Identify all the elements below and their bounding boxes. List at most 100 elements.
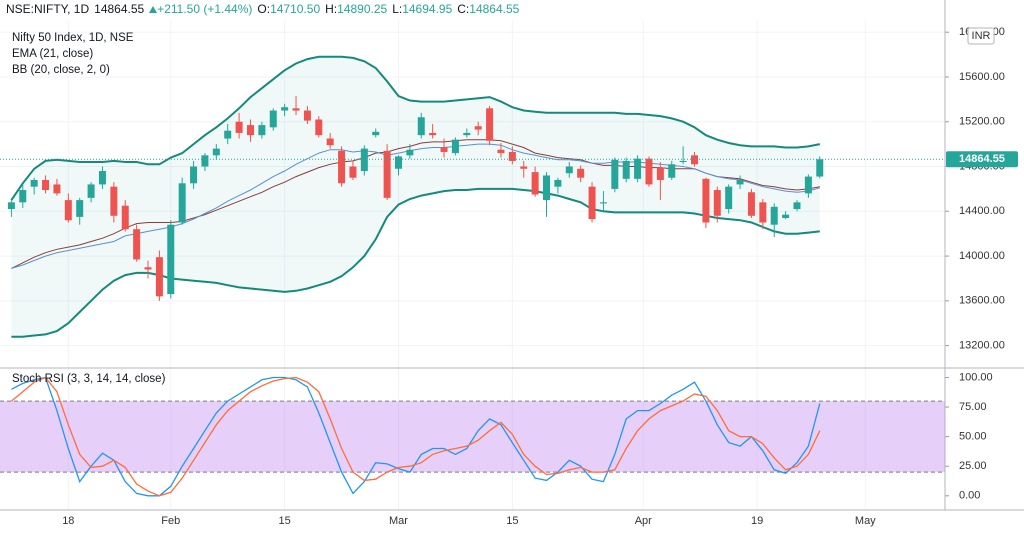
currency-label: INR bbox=[972, 30, 991, 42]
candle-body bbox=[417, 117, 425, 136]
candle-body bbox=[224, 130, 232, 139]
up-arrow bbox=[149, 6, 158, 13]
candle-body bbox=[508, 151, 516, 161]
x-tick-label: Feb bbox=[161, 515, 180, 527]
candle-body bbox=[713, 190, 721, 216]
candle-body bbox=[235, 121, 243, 133]
ohlc-value: 14864.55 bbox=[469, 2, 520, 16]
candle-body bbox=[531, 172, 539, 195]
candle-body bbox=[19, 190, 27, 203]
candle-body bbox=[87, 184, 95, 198]
candle-body bbox=[372, 131, 380, 136]
ohlc-key: O: bbox=[257, 2, 271, 16]
candle-body bbox=[770, 206, 778, 225]
candle-body bbox=[463, 132, 471, 136]
x-tick-label: Apr bbox=[635, 515, 652, 527]
candle-body bbox=[338, 150, 346, 184]
symbol: NSE:NIFTY, 1D bbox=[6, 2, 90, 16]
candle-body bbox=[656, 167, 664, 180]
candle-body bbox=[383, 150, 391, 198]
candle-body bbox=[429, 132, 437, 136]
candle-body bbox=[190, 166, 198, 184]
candle-body bbox=[554, 179, 562, 187]
candle-body bbox=[497, 149, 505, 154]
header: NSE:NIFTY, 1D 14864.55 +211.50 (+1.44%) … bbox=[6, 2, 524, 16]
candle-body bbox=[292, 108, 300, 111]
currency-badge bbox=[967, 27, 995, 45]
candle-body bbox=[793, 202, 801, 210]
candle-body bbox=[98, 170, 106, 185]
band-fill bbox=[0, 401, 945, 473]
candle-body bbox=[691, 155, 699, 165]
y-tick-label: 13600.00 bbox=[959, 295, 1005, 307]
candle-body bbox=[360, 148, 368, 171]
candle-body bbox=[474, 126, 482, 130]
series-line bbox=[11, 376, 821, 497]
candle-body bbox=[326, 138, 334, 146]
candle-body bbox=[30, 179, 38, 187]
candle-body bbox=[303, 110, 311, 121]
candle-body bbox=[76, 200, 84, 217]
candle-body bbox=[668, 164, 676, 178]
y-tick-label: 25.00 bbox=[959, 460, 987, 472]
candle-body bbox=[349, 166, 357, 178]
candle-body bbox=[133, 229, 141, 260]
change: +211.50 (+1.44%) bbox=[149, 2, 252, 16]
x-tick-label: 15 bbox=[506, 515, 518, 527]
candle-body bbox=[178, 183, 186, 223]
candle-body bbox=[486, 108, 494, 141]
y-tick-label: 14400.00 bbox=[959, 205, 1005, 217]
legend-bb: BB (20, close, 2, 0) bbox=[12, 64, 110, 76]
series-line bbox=[10, 376, 821, 497]
y-tick-label: 75.00 bbox=[959, 401, 987, 413]
candle-body bbox=[543, 175, 551, 201]
legend-title: Nifty 50 Index, 1D, NSE bbox=[12, 32, 134, 44]
candle-body bbox=[53, 184, 61, 194]
ohlc-value: 14694.95 bbox=[402, 2, 453, 16]
y-tick-label: 13200.00 bbox=[959, 340, 1005, 352]
y-tick-label: 0.00 bbox=[959, 490, 980, 502]
candle-body bbox=[645, 158, 653, 185]
candle-body bbox=[816, 159, 824, 177]
candle-body bbox=[110, 186, 118, 216]
candle-body bbox=[702, 178, 710, 223]
candle-body bbox=[64, 200, 72, 221]
candle-body bbox=[201, 155, 209, 167]
x-tick-label: 15 bbox=[279, 515, 291, 527]
y-tick-label: 15600.00 bbox=[959, 71, 1005, 83]
candle-body bbox=[167, 224, 175, 295]
ohlc-key: L: bbox=[392, 2, 403, 16]
candle-body bbox=[782, 214, 790, 219]
indicator-line bbox=[10, 55, 820, 201]
candle-body bbox=[315, 119, 323, 136]
candle-body bbox=[246, 125, 254, 136]
candle-body bbox=[599, 202, 607, 204]
candle-body bbox=[42, 179, 50, 191]
ohlc-key: H: bbox=[325, 2, 338, 16]
change-text: +211.50 (+1.44%) bbox=[157, 2, 253, 16]
candle-body bbox=[121, 205, 129, 230]
y-tick-label: 50.00 bbox=[959, 431, 987, 443]
candle-body bbox=[565, 166, 573, 174]
candle-body bbox=[451, 139, 459, 154]
last-price-label: 14864.55 bbox=[959, 153, 1005, 165]
candle-body bbox=[622, 160, 630, 179]
candle-body bbox=[747, 192, 755, 216]
candle-body bbox=[258, 125, 266, 136]
candle-body bbox=[7, 202, 15, 210]
y-tick-label: 100.00 bbox=[959, 371, 993, 383]
ohlc: O:14710.50 H:14890.25 L:14694.95 C:14864.55 bbox=[257, 2, 524, 16]
price: 14864.55 bbox=[94, 2, 145, 16]
candle-body bbox=[406, 149, 414, 156]
candle-body bbox=[394, 156, 402, 169]
x-tick-label: Mar bbox=[389, 515, 408, 527]
candle-body bbox=[440, 147, 448, 152]
candle-body bbox=[736, 179, 744, 185]
candle-body bbox=[281, 107, 289, 111]
candle-body bbox=[759, 202, 767, 223]
candle-body bbox=[155, 257, 163, 297]
candle-body bbox=[144, 267, 152, 270]
candle-body bbox=[212, 148, 220, 156]
